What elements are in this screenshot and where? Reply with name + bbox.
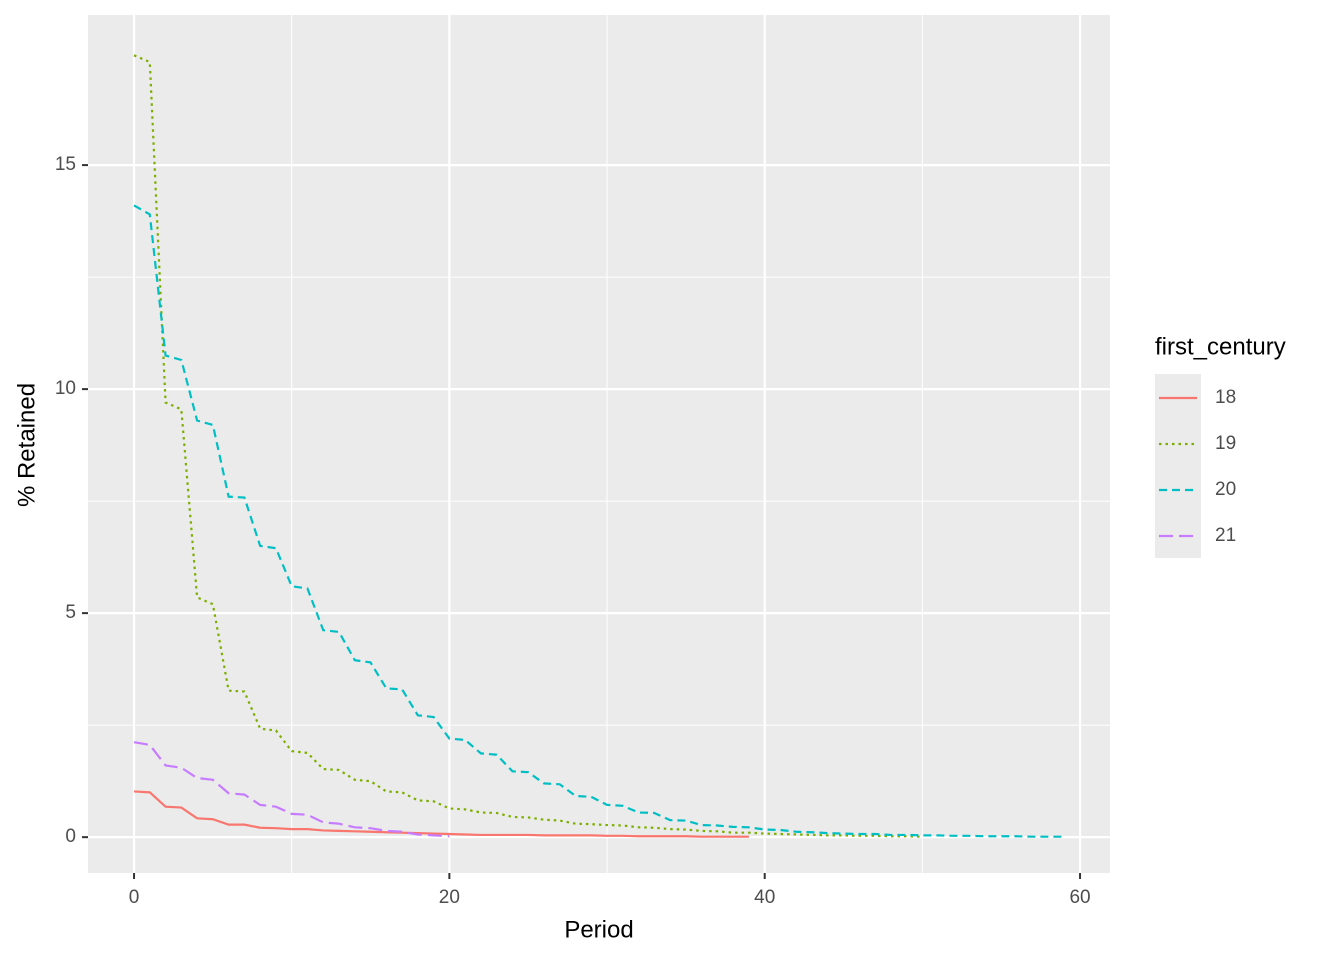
legend: 18 19 20 21	[1159, 387, 1236, 546]
legend-label: 20	[1215, 479, 1236, 500]
series-line	[133, 790, 749, 838]
series-line	[133, 204, 1065, 838]
legend-label: 21	[1215, 525, 1236, 546]
y-tick-label: 10	[55, 378, 76, 399]
y-tick-label: 15	[55, 154, 76, 175]
x-tick-label: 40	[754, 887, 775, 908]
lines	[133, 54, 1065, 838]
legend-title: first_century	[1155, 333, 1286, 360]
x-tick-label: 60	[1069, 887, 1090, 908]
legend-label: 19	[1215, 433, 1236, 454]
panel	[88, 15, 1110, 873]
x-axis-title: Period	[564, 916, 633, 943]
legend-keys	[1155, 374, 1201, 558]
series-line	[133, 741, 450, 838]
y-tick-label: 0	[65, 826, 76, 847]
x-tick-label: 20	[439, 887, 460, 908]
y-axis-title: % Retained	[13, 383, 40, 507]
y-tick-label: 5	[65, 602, 76, 623]
grid	[88, 15, 1110, 873]
series-line	[133, 54, 923, 838]
x-tick-label: 0	[129, 887, 140, 908]
legend-label: 18	[1215, 387, 1236, 408]
